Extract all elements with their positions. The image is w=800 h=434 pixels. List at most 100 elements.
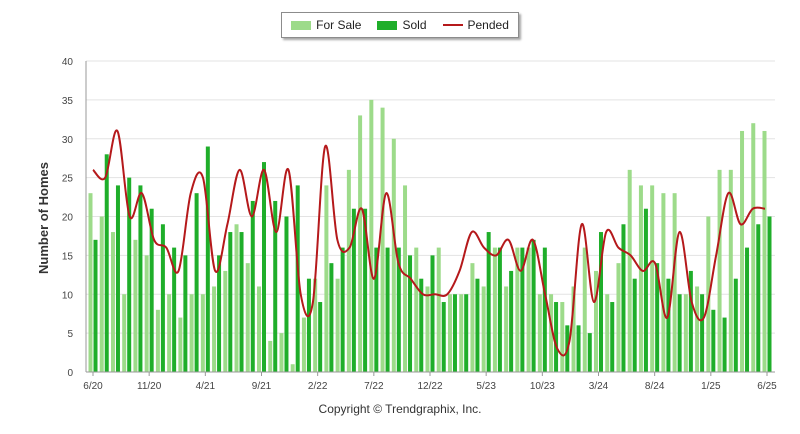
- x-tick-label: 6/20: [83, 381, 103, 392]
- bar-for-sale: [223, 270, 228, 372]
- bar-for-sale: [290, 364, 295, 372]
- bar-sold: [149, 208, 154, 372]
- bar-for-sale: [313, 278, 318, 372]
- bar-for-sale: [245, 263, 250, 372]
- bar-for-sale: [358, 115, 363, 373]
- bar-for-sale: [425, 286, 430, 372]
- bar-for-sale: [301, 317, 306, 372]
- bar-for-sale: [144, 255, 149, 372]
- y-tick-labels: 0 5 10 15 20 25 30 35 40: [62, 57, 74, 379]
- sold-bars: [93, 146, 772, 372]
- bar-for-sale: [695, 286, 700, 372]
- bar-sold: [127, 177, 132, 372]
- for-sale-swatch: [291, 20, 312, 30]
- bar-sold: [688, 270, 693, 372]
- bar-sold: [542, 247, 547, 372]
- bar-sold: [475, 278, 480, 372]
- bar-sold: [767, 216, 772, 372]
- bar-sold: [756, 224, 761, 372]
- bar-for-sale: [751, 123, 756, 372]
- bar-for-sale: [88, 193, 93, 372]
- bar-for-sale: [212, 286, 217, 372]
- bar-for-sale: [167, 294, 172, 372]
- bar-for-sale: [155, 309, 160, 372]
- bar-for-sale: [391, 138, 396, 372]
- pended-line-group: [92, 129, 766, 357]
- bar-sold: [700, 294, 705, 372]
- bar-sold: [194, 193, 199, 372]
- bar-for-sale: [740, 130, 745, 372]
- bar-sold: [351, 208, 356, 372]
- bar-sold: [408, 255, 413, 372]
- bar-for-sale: [661, 193, 666, 372]
- y-tick-label: 30: [62, 135, 74, 146]
- bar-for-sale: [526, 247, 531, 372]
- bar-sold: [396, 247, 401, 372]
- bar-for-sale: [436, 247, 441, 372]
- bar-sold: [452, 294, 457, 372]
- bar-sold: [363, 208, 368, 372]
- bar-sold: [666, 278, 671, 372]
- bar-for-sale: [110, 232, 115, 372]
- legend-item-for-sale: For Sale: [291, 18, 361, 32]
- x-tick-label: 1/25: [701, 381, 721, 392]
- bar-sold: [486, 232, 491, 372]
- bar-sold: [430, 255, 435, 372]
- y-tick-label: 20: [62, 213, 74, 224]
- y-tick-label: 10: [62, 290, 74, 301]
- x-tick-label: 7/22: [364, 381, 384, 392]
- bar-sold: [250, 200, 255, 372]
- bar-for-sale: [638, 185, 643, 372]
- bar-for-sale: [324, 185, 329, 372]
- bar-sold: [497, 247, 502, 372]
- legend-item-pended: Pended: [442, 18, 509, 32]
- for-sale-bars: [88, 99, 767, 373]
- bar-sold: [329, 263, 334, 372]
- y-axis-label: Number of Homes: [36, 162, 51, 274]
- bar-for-sale: [133, 239, 138, 372]
- bar-sold: [587, 333, 592, 372]
- bar-sold: [711, 309, 716, 372]
- bar-for-sale: [549, 294, 554, 372]
- bar-sold: [295, 185, 300, 372]
- bar-for-sale: [627, 169, 632, 372]
- y-tick-label: 40: [62, 57, 74, 68]
- bar-sold: [273, 200, 278, 372]
- bar-sold: [531, 239, 536, 372]
- bar-sold: [340, 247, 345, 372]
- bar-for-sale: [683, 294, 688, 372]
- bar-for-sale: [594, 270, 598, 372]
- bar-sold: [374, 247, 379, 372]
- bar-sold: [632, 278, 637, 372]
- bar-for-sale: [380, 107, 385, 373]
- bar-sold: [284, 216, 289, 372]
- bar-sold: [655, 263, 660, 372]
- bar-for-sale: [706, 216, 711, 372]
- bar-for-sale: [537, 294, 542, 372]
- bar-sold: [104, 154, 109, 372]
- bar-sold: [733, 278, 738, 372]
- bar-sold: [576, 325, 581, 372]
- bar-for-sale: [616, 263, 621, 372]
- bar-sold: [262, 162, 266, 372]
- bar-for-sale: [200, 294, 205, 372]
- bar-for-sale: [189, 294, 194, 372]
- x-tick-label: 5/23: [476, 381, 496, 392]
- pended-line: [92, 129, 766, 357]
- bar-sold: [239, 232, 244, 372]
- bar-for-sale: [178, 317, 183, 372]
- bar-sold: [228, 232, 233, 372]
- bar-sold: [93, 239, 98, 372]
- bar-for-sale: [515, 247, 520, 372]
- bar-sold: [318, 302, 323, 372]
- bar-for-sale: [571, 286, 576, 372]
- y-tick-label: 15: [62, 251, 74, 262]
- bar-for-sale: [234, 224, 239, 372]
- copyright-text: Copyright © Trendgraphix, Inc.: [318, 402, 482, 416]
- bar-for-sale: [346, 169, 351, 372]
- bar-sold: [643, 208, 648, 372]
- bar-sold: [160, 224, 165, 372]
- bar-for-sale: [504, 286, 509, 372]
- x-tick-label: 4/21: [196, 381, 216, 392]
